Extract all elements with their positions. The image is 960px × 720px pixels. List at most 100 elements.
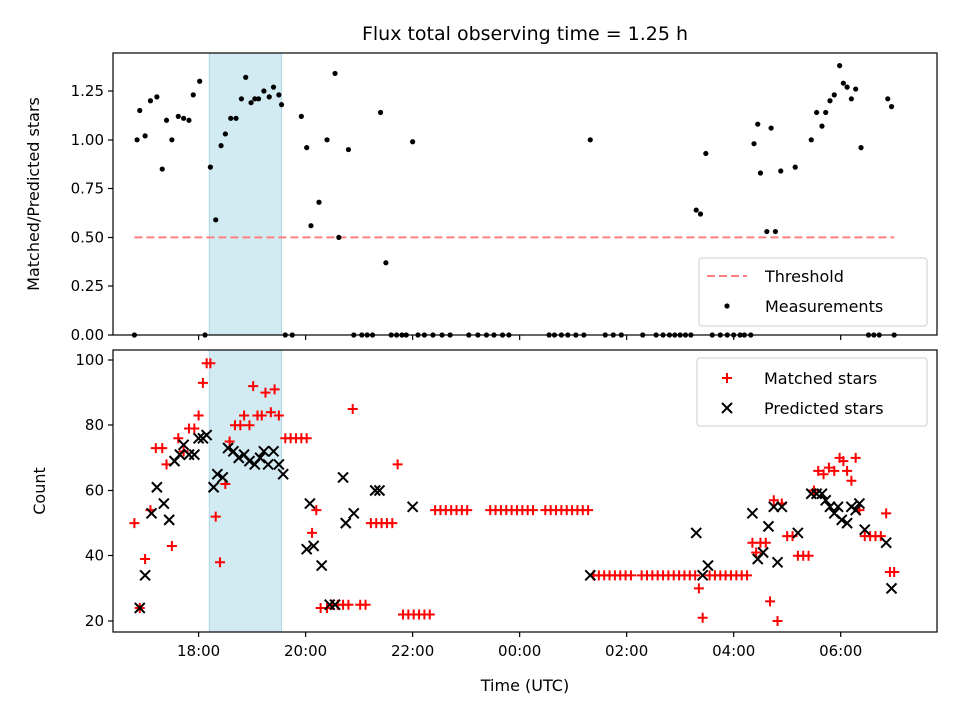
data-point [383,260,389,266]
data-point [690,570,701,581]
data-point [816,488,828,500]
data-point [173,433,184,444]
data-point [248,381,259,392]
data-point [829,465,840,476]
data-point [760,537,771,548]
data-point [255,96,262,102]
data-point [410,139,416,145]
ratio-panel: Matched/Predicted stars 0.00 0.25 0.50 0.75… [24,52,938,344]
data-point [158,497,170,510]
data-point [340,517,352,529]
data-point [235,420,246,431]
series-matched-stars [129,358,900,626]
data-point [254,452,266,464]
data-point [304,497,316,510]
x-tick-label: 20:00 [284,642,327,660]
data-point [345,146,352,153]
legend-counts: Matched stars Predicted stars [696,357,928,427]
data-point [841,517,853,529]
data-point [587,137,593,143]
data-point [222,131,228,137]
data-point [210,511,221,522]
data-point [846,475,857,486]
data-point [266,94,272,100]
data-point [377,109,384,116]
data-point [189,423,200,434]
data-point [192,432,205,445]
data-point [337,471,349,484]
plot-frame-ratio [112,52,938,336]
data-point [757,170,764,176]
legend-label: Measurements [765,297,883,316]
y-tick-label: 100 [75,351,104,369]
data-point [190,92,196,98]
data-point [392,459,403,470]
data-point [837,63,843,69]
data-point [823,462,834,473]
data-point [768,125,774,131]
highlight-band-counts [208,349,283,633]
data-point [776,501,788,513]
data-point [213,217,219,223]
data-point [147,98,154,104]
data-point [270,84,277,90]
data-point [233,452,245,464]
data-point [154,94,160,100]
data-point [193,410,204,421]
data-point [406,501,419,513]
legend-box [698,257,928,327]
data-point [853,497,866,510]
data-point [134,602,146,614]
series-predicted-stars [134,429,898,614]
data-point [583,505,594,516]
data-point [304,145,310,151]
data-point [175,113,181,119]
data-point [778,168,784,174]
legend-box [696,357,928,427]
y-tick-label: 0.25 [71,277,104,295]
data-point [772,616,783,626]
data-point [316,199,322,205]
x-tick-label: 02:00 [605,642,648,660]
data-point [885,582,898,595]
x-tick-label: 00:00 [498,642,541,660]
data-point [161,459,172,470]
data-point [751,141,757,147]
y-tick-label: 0.00 [71,326,104,344]
bottom-y-axis-label: Count [30,467,49,515]
data-point [823,109,829,116]
data-point [145,507,158,520]
data-point [888,104,895,110]
y-tick-label: 40 [85,547,104,565]
y-tick-label: 0.75 [71,180,104,198]
legend-label: Predicted stars [764,399,884,418]
data-point [881,508,892,519]
data-point [702,559,714,572]
x-tick-label: 04:00 [712,642,755,660]
data-point [792,164,798,170]
data-point [315,559,328,572]
data-point [301,433,312,444]
data-point [258,445,270,458]
data-point [166,540,177,551]
data-point [373,484,386,497]
data-point [836,514,848,526]
data-point [424,609,435,620]
data-point [238,96,245,102]
data-point [200,429,213,441]
data-point [273,410,284,421]
data-point [169,137,175,143]
data-point [693,207,699,213]
data-point [151,481,163,493]
data-point [742,570,753,581]
legend-matched-swatch [722,373,732,383]
data-point [129,518,140,529]
data-point [311,505,322,516]
data-point [207,164,213,170]
data-point [205,358,216,369]
data-point [228,115,234,121]
data-point [840,80,846,86]
data-point [224,436,235,447]
data-point [256,410,267,421]
